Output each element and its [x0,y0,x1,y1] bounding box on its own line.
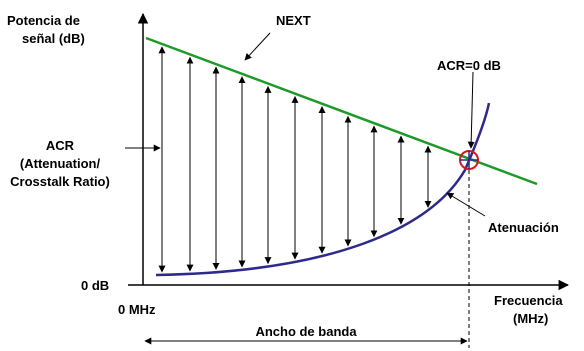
acr-label-line3: Crosstalk Ratio) [10,174,110,189]
y-axis-label-line2: señal (dB) [22,31,85,46]
acr-label-line1: ACR [46,138,75,153]
zero-db-label: 0 dB [81,278,109,293]
acr-zero-pointer-arrow [467,71,475,149]
zero-mhz-label: 0 MHz [118,302,156,317]
acr-zero-label: ACR=0 dB [437,58,501,73]
next-pointer-arrow [244,32,271,61]
acr-arrows [158,46,432,273]
acr-label-line2: (Attenuation/ [20,156,101,171]
bandwidth-label: Ancho de banda [255,324,357,339]
attenuation-label: Atenuación [488,220,559,235]
y-axis-label-line1: Potencia de [7,13,80,28]
attenuation-pointer-arrow [446,192,486,217]
x-axis-label-line2: (MHz) [513,311,548,326]
acr-zero-marker [459,150,479,170]
x-axis-label-line1: Frecuencia [494,293,563,308]
next-label: NEXT [276,13,311,28]
attenuation-curve [155,102,491,277]
